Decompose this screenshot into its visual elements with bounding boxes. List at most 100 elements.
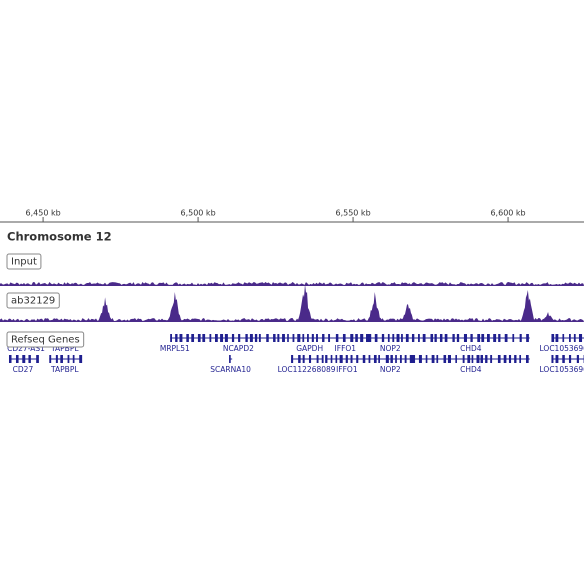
exon xyxy=(362,355,366,363)
exon xyxy=(277,334,280,342)
exon xyxy=(302,334,305,342)
exon xyxy=(493,334,497,342)
exon xyxy=(519,334,522,342)
exon xyxy=(551,334,555,342)
exon xyxy=(325,355,328,363)
track-label: Refseq Genes xyxy=(11,335,80,346)
exon xyxy=(392,334,395,342)
exon xyxy=(418,334,420,342)
exon xyxy=(526,334,529,342)
peak xyxy=(96,297,115,322)
exon xyxy=(197,334,201,342)
exon xyxy=(229,355,231,363)
exon xyxy=(339,355,343,363)
exon xyxy=(430,334,434,342)
exon xyxy=(350,355,353,363)
exon xyxy=(360,334,364,342)
exon xyxy=(422,334,426,342)
exon xyxy=(551,355,554,363)
exon xyxy=(342,334,346,342)
exon xyxy=(568,355,572,363)
gene-label: NOP2 xyxy=(380,344,401,353)
exon xyxy=(401,334,403,342)
gene-label: CHD4 xyxy=(460,344,482,353)
exon xyxy=(60,355,63,363)
exon xyxy=(366,334,370,342)
exon xyxy=(22,355,26,363)
exon xyxy=(350,334,354,342)
exon xyxy=(477,334,481,342)
exon xyxy=(487,334,490,342)
exon xyxy=(308,355,312,363)
exon xyxy=(512,334,515,342)
exon xyxy=(387,334,390,342)
exon xyxy=(8,355,12,363)
exon xyxy=(72,355,75,363)
exon xyxy=(508,355,512,363)
gene-label: TAPBPL xyxy=(50,344,79,353)
exon xyxy=(562,355,565,363)
gene-label: NCAPD2 xyxy=(223,344,254,353)
exon xyxy=(436,355,439,363)
exon xyxy=(238,334,241,342)
peak xyxy=(296,284,315,322)
exon xyxy=(399,355,402,363)
exon xyxy=(404,355,407,363)
exon xyxy=(302,355,305,363)
exon xyxy=(179,334,183,342)
exon xyxy=(287,334,289,342)
exon xyxy=(480,355,483,363)
exon xyxy=(316,355,319,363)
exon xyxy=(368,334,372,342)
exon xyxy=(321,355,324,363)
exon xyxy=(569,334,571,342)
exon xyxy=(503,355,507,363)
exon xyxy=(578,334,583,342)
gene-label: LOC105369632 xyxy=(540,365,584,374)
exon xyxy=(335,334,339,342)
tick-label: 6,500 kb xyxy=(180,209,215,218)
exon xyxy=(316,334,318,342)
exon xyxy=(202,334,206,342)
exon xyxy=(67,355,70,363)
gene-label: TAPBPL xyxy=(50,365,79,374)
tick-label: 6,450 kb xyxy=(26,209,61,218)
exon xyxy=(555,334,559,342)
exon xyxy=(396,334,400,342)
exon xyxy=(481,334,485,342)
track-label-box xyxy=(6,253,42,270)
exon xyxy=(311,334,314,342)
exon xyxy=(378,355,380,363)
exon xyxy=(373,355,377,363)
exon xyxy=(374,334,378,342)
exon xyxy=(504,334,508,342)
exon xyxy=(439,334,443,342)
exon xyxy=(254,334,258,342)
chromosome-label: Chromosome 12 xyxy=(7,230,112,244)
exon xyxy=(368,355,371,363)
exon xyxy=(471,355,474,363)
peak xyxy=(398,304,417,322)
exon xyxy=(456,334,460,342)
exon xyxy=(335,355,338,363)
exon xyxy=(418,355,422,363)
exon xyxy=(258,334,261,342)
exon xyxy=(395,355,397,363)
exon xyxy=(411,334,415,342)
exon xyxy=(443,355,447,363)
exon xyxy=(15,355,19,363)
gene-label: SCARNA10 xyxy=(210,365,251,374)
track-label-box xyxy=(6,331,85,348)
exon xyxy=(519,355,522,363)
exon xyxy=(525,355,529,363)
exon xyxy=(467,355,471,363)
gene-label: LOC112268089 xyxy=(278,365,336,374)
exon xyxy=(434,334,437,342)
exon xyxy=(476,355,480,363)
exon xyxy=(298,355,301,363)
exon xyxy=(514,355,517,363)
exon xyxy=(470,334,473,342)
exon xyxy=(224,334,228,342)
exon xyxy=(497,355,501,363)
